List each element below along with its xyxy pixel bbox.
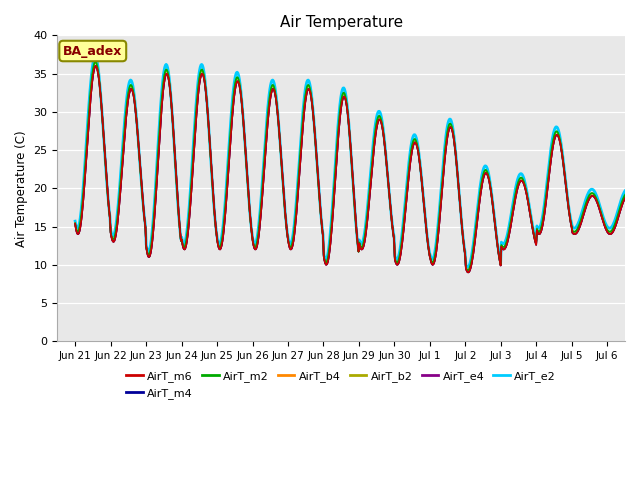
- Y-axis label: Air Temperature (C): Air Temperature (C): [15, 130, 28, 247]
- Title: Air Temperature: Air Temperature: [280, 15, 403, 30]
- Legend: AirT_m6, AirT_m4, AirT_m2, AirT_b4, AirT_b2, AirT_e4, AirT_e2: AirT_m6, AirT_m4, AirT_m2, AirT_b4, AirT…: [122, 367, 561, 403]
- Text: BA_adex: BA_adex: [63, 45, 122, 58]
